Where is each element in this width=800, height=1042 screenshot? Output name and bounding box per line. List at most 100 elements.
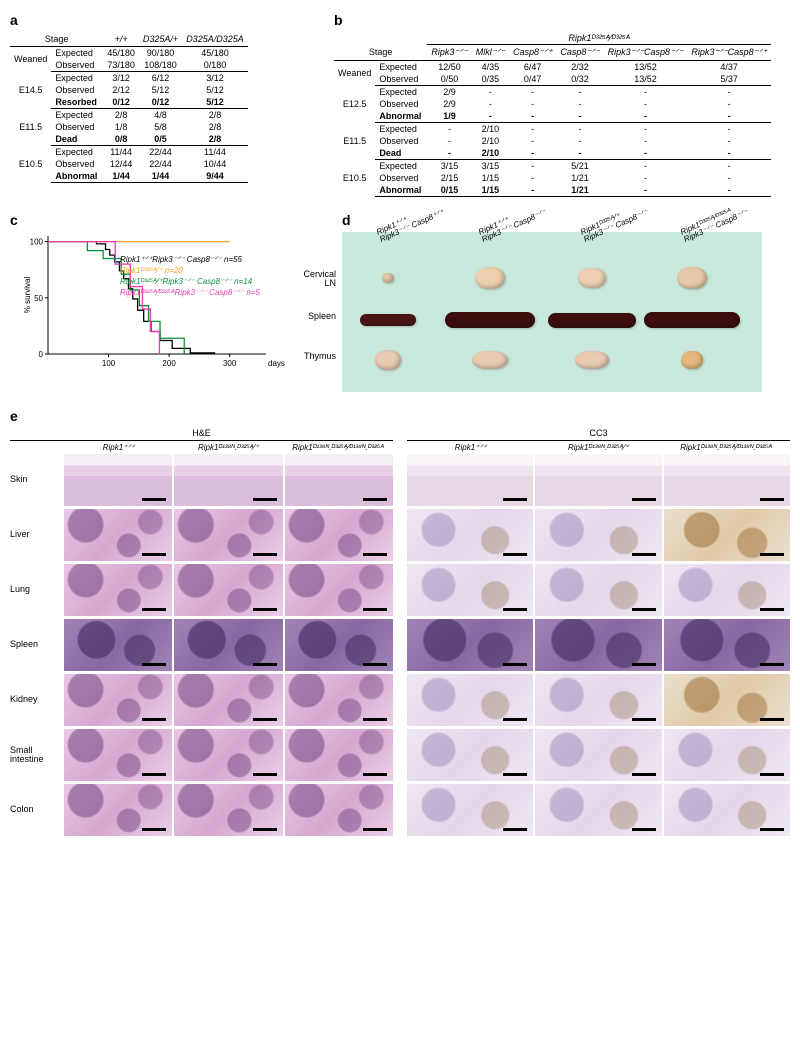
svg-text:Ripk1ᴰ³²⁵ᴬ⁄ᴰ³²⁵ᴬRipk3⁻ᐟ⁻ Casp8: Ripk1ᴰ³²⁵ᴬ⁄ᴰ³²⁵ᴬRipk3⁻ᐟ⁻ Casp8⁻ᐟ⁻ n=5: [120, 288, 260, 297]
data-cell: 1/21: [556, 184, 603, 197]
data-cell: 2/9: [427, 86, 471, 99]
organ-sample: [578, 268, 606, 288]
data-cell: -: [604, 123, 688, 136]
svg-text:100: 100: [102, 359, 116, 368]
data-cell: -: [687, 147, 771, 160]
data-cell: 12/44: [103, 158, 139, 170]
data-cell: 9/44: [182, 170, 248, 183]
scale-bar: [142, 498, 166, 501]
data-cell: 2/10: [472, 135, 509, 147]
data-cell: 45/180: [103, 47, 139, 60]
scale-bar: [503, 773, 527, 776]
scale-bar: [363, 553, 387, 556]
scale-bar: [632, 553, 656, 556]
data-cell: 0/50: [427, 73, 471, 86]
row-label: Dead: [51, 133, 103, 146]
scale-bar: [760, 498, 784, 501]
organ-row-label: Spleen: [284, 312, 336, 321]
svg-text:50: 50: [34, 294, 43, 303]
data-cell: -: [509, 184, 556, 197]
histology-tile: [535, 564, 661, 616]
scale-bar: [363, 608, 387, 611]
histology-tile: [407, 509, 533, 561]
data-cell: 22/44: [139, 158, 182, 170]
stage-cell: E10.5: [334, 160, 375, 197]
data-cell: -: [427, 147, 471, 160]
data-cell: 0/5: [139, 133, 182, 146]
svg-text:days: days: [268, 359, 285, 368]
tissue-label: Kidney: [10, 695, 64, 704]
data-cell: 1/15: [472, 172, 509, 184]
data-cell: 5/12: [139, 84, 182, 96]
row-label: Observed: [375, 98, 427, 110]
data-cell: 0/8: [103, 133, 139, 146]
stain-title: CC3: [407, 428, 790, 441]
row-label: Observed: [375, 172, 427, 184]
data-cell: -: [556, 98, 603, 110]
organ-sample: [375, 350, 401, 370]
data-cell: -: [604, 135, 688, 147]
data-cell: 1/44: [103, 170, 139, 183]
svg-text:0: 0: [39, 350, 44, 359]
tissue-label: Liver: [10, 530, 64, 539]
row-label: Expected: [51, 47, 103, 60]
stage-cell: Weaned: [10, 47, 51, 72]
organ-sample: [472, 351, 508, 369]
data-cell: 11/44: [182, 146, 248, 159]
organ-row-label: Thymus: [284, 352, 336, 361]
histo-col-header: Ripk1⁺ᐟ⁺: [64, 443, 174, 454]
scale-bar: [142, 718, 166, 721]
data-cell: 11/44: [103, 146, 139, 159]
data-cell: 45/180: [182, 47, 248, 60]
histology-tile: [174, 674, 282, 726]
tissue-label: Colon: [10, 805, 64, 814]
survival-chart: 050100100200300days% survivalRipk1⁺ᐟ⁺Rip…: [20, 232, 280, 392]
scale-bar: [503, 663, 527, 666]
scale-bar: [503, 718, 527, 721]
data-cell: -: [427, 135, 471, 147]
histology-tile: [285, 619, 393, 671]
data-cell: 1/44: [139, 170, 182, 183]
data-cell: -: [604, 86, 688, 99]
histology-tile: [664, 454, 790, 506]
histology-tile: [285, 564, 393, 616]
scale-bar: [503, 608, 527, 611]
scale-bar: [760, 608, 784, 611]
row-label: Expected: [51, 72, 103, 85]
data-cell: -: [604, 110, 688, 123]
data-cell: 5/8: [139, 121, 182, 133]
data-cell: 2/8: [182, 121, 248, 133]
row-label: Observed: [51, 121, 103, 133]
organ-sample: [677, 267, 707, 289]
data-cell: -: [509, 110, 556, 123]
histology-tile: [285, 674, 393, 726]
data-cell: -: [509, 172, 556, 184]
histology-tile: [664, 784, 790, 836]
histo-col-header: Ripk1ᴰ¹³⁸ᴺ.ᴰ³²⁵ᴬ⁄⁺: [174, 443, 284, 454]
histology-tile: [535, 619, 661, 671]
svg-text:Ripk1ᴰ³²⁵ᴬ⁄⁺ n=20: Ripk1ᴰ³²⁵ᴬ⁄⁺ n=20: [120, 266, 183, 275]
col-header: D325A/+: [139, 32, 182, 47]
data-cell: -: [604, 160, 688, 173]
scale-bar: [503, 828, 527, 831]
tissue-label: Skin: [10, 475, 64, 484]
svg-text:Ripk1ᴰ³²⁵ᴬ⁄⁺Ripk3⁻ᐟ⁻ Casp8⁻ᐟ⁻: Ripk1ᴰ³²⁵ᴬ⁄⁺Ripk3⁻ᐟ⁻ Casp8⁻ᐟ⁻ n=14: [120, 277, 253, 286]
data-cell: 5/12: [182, 96, 248, 109]
data-cell: 2/15: [427, 172, 471, 184]
col-header: Ripk3⁻ᐟ⁻Casp8⁻ᐟ⁺: [687, 45, 771, 61]
scale-bar: [142, 608, 166, 611]
data-cell: -: [509, 160, 556, 173]
data-cell: 3/12: [182, 72, 248, 85]
data-cell: -: [687, 184, 771, 197]
stage-cell: Weaned: [334, 61, 375, 86]
col-header: Ripk3⁻ᐟ⁻: [427, 45, 471, 61]
histology-tile: [407, 454, 533, 506]
scale-bar: [142, 828, 166, 831]
organ-sample: [475, 267, 505, 289]
histology-tile: [664, 509, 790, 561]
data-cell: -: [556, 86, 603, 99]
data-cell: -: [556, 147, 603, 160]
col-header: Casp8⁻ᐟ⁺: [509, 45, 556, 61]
data-cell: 6/47: [509, 61, 556, 74]
scale-bar: [760, 553, 784, 556]
